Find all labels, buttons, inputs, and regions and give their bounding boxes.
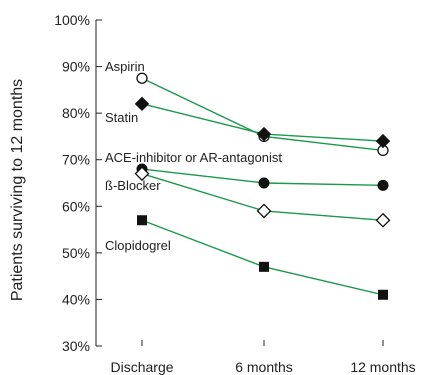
series-label: Clopidogrel — [105, 238, 171, 253]
series-label: Statin — [105, 110, 138, 125]
y-tick-label: 50% — [62, 245, 90, 261]
data-point — [256, 203, 272, 219]
series-label: ACE-inhibitor or AR-antagonist — [105, 150, 282, 165]
series-1 — [134, 96, 391, 149]
series-label: Aspirin — [105, 59, 145, 74]
x-tick-label: 12 months — [350, 359, 415, 375]
series-line — [141, 219, 384, 296]
x-tick-label: Discharge — [110, 359, 173, 375]
data-point — [259, 261, 269, 272]
y-tick-label: 60% — [62, 198, 90, 214]
data-point — [378, 289, 388, 300]
axes: 30% 40% 50% 60% 70% 80% 90% 100% Discharge 6 mont… — [54, 12, 416, 375]
y-tick-label: 70% — [62, 152, 90, 168]
y-axis-title: Patients surviving to 12 months — [9, 79, 26, 301]
series-0 — [136, 72, 389, 157]
data-point — [375, 212, 391, 228]
y-tick-label: 100% — [54, 12, 90, 28]
series-labels: Aspirin Statin ACE-inhibitor or AR-antagon… — [105, 59, 282, 253]
series-4 — [137, 215, 388, 300]
y-tick-label: 30% — [62, 338, 90, 354]
y-tick-label: 90% — [62, 59, 90, 75]
series-label: ß-Blocker — [105, 178, 161, 193]
data-point — [134, 166, 150, 182]
y-tick-label: 80% — [62, 105, 90, 121]
series-3 — [134, 166, 391, 228]
data-point — [377, 179, 389, 191]
data-point — [134, 96, 150, 112]
data-point — [258, 177, 270, 189]
y-tick-label: 40% — [62, 291, 90, 307]
series-2 — [136, 163, 389, 191]
data-point — [137, 215, 147, 226]
data-point — [136, 72, 148, 84]
series — [134, 72, 391, 300]
x-tick-label: 6 months — [235, 359, 293, 375]
data-point — [375, 133, 391, 149]
data-point — [256, 126, 272, 142]
